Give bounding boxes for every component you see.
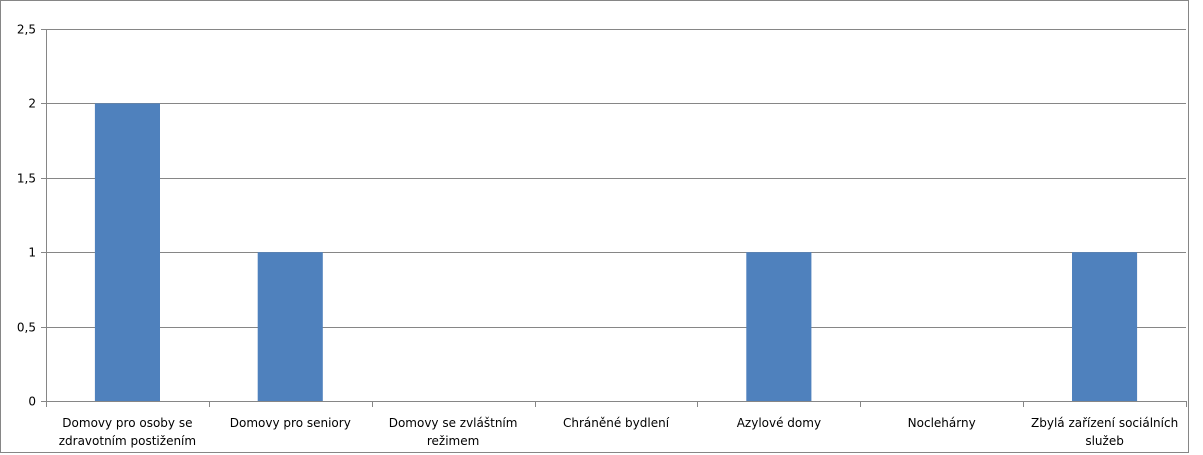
- x-tick-label: Zbylá zařízení sociálních: [1031, 416, 1178, 430]
- x-tick-label: Domovy pro seniory: [230, 416, 351, 430]
- y-tick-label: 2,5: [17, 23, 36, 37]
- y-tick-label: 1: [28, 246, 36, 260]
- x-tick-label: Azylové domy: [737, 416, 821, 430]
- bar: [746, 252, 812, 401]
- bars: [94, 103, 1138, 402]
- gridlines: [46, 29, 1186, 402]
- x-tick-label: režimem: [427, 434, 479, 448]
- y-tick-label: 0: [28, 395, 36, 409]
- y-tick-labels: 0 0,5 1 1,5 2 2,5: [17, 23, 36, 409]
- x-tick-label: služeb: [1085, 434, 1124, 448]
- x-tick-label: Chráněné bydlení: [563, 416, 670, 430]
- bar: [1072, 252, 1138, 401]
- bar: [257, 252, 323, 401]
- bar: [94, 103, 160, 402]
- axes: [41, 29, 1187, 407]
- x-tick-label: Domovy pro osoby se: [62, 416, 192, 430]
- y-tick-label: 0,5: [17, 321, 36, 335]
- y-tick-label: 1,5: [17, 172, 36, 186]
- y-tick-label: 2: [28, 97, 36, 111]
- x-tick-label: Noclehárny: [908, 416, 976, 430]
- x-tick-label: zdravotním postižením: [59, 434, 196, 448]
- x-tick-labels: Domovy pro osoby se zdravotním postižením…: [59, 416, 1178, 448]
- x-tick-label: Domovy se zvláštním: [389, 416, 518, 430]
